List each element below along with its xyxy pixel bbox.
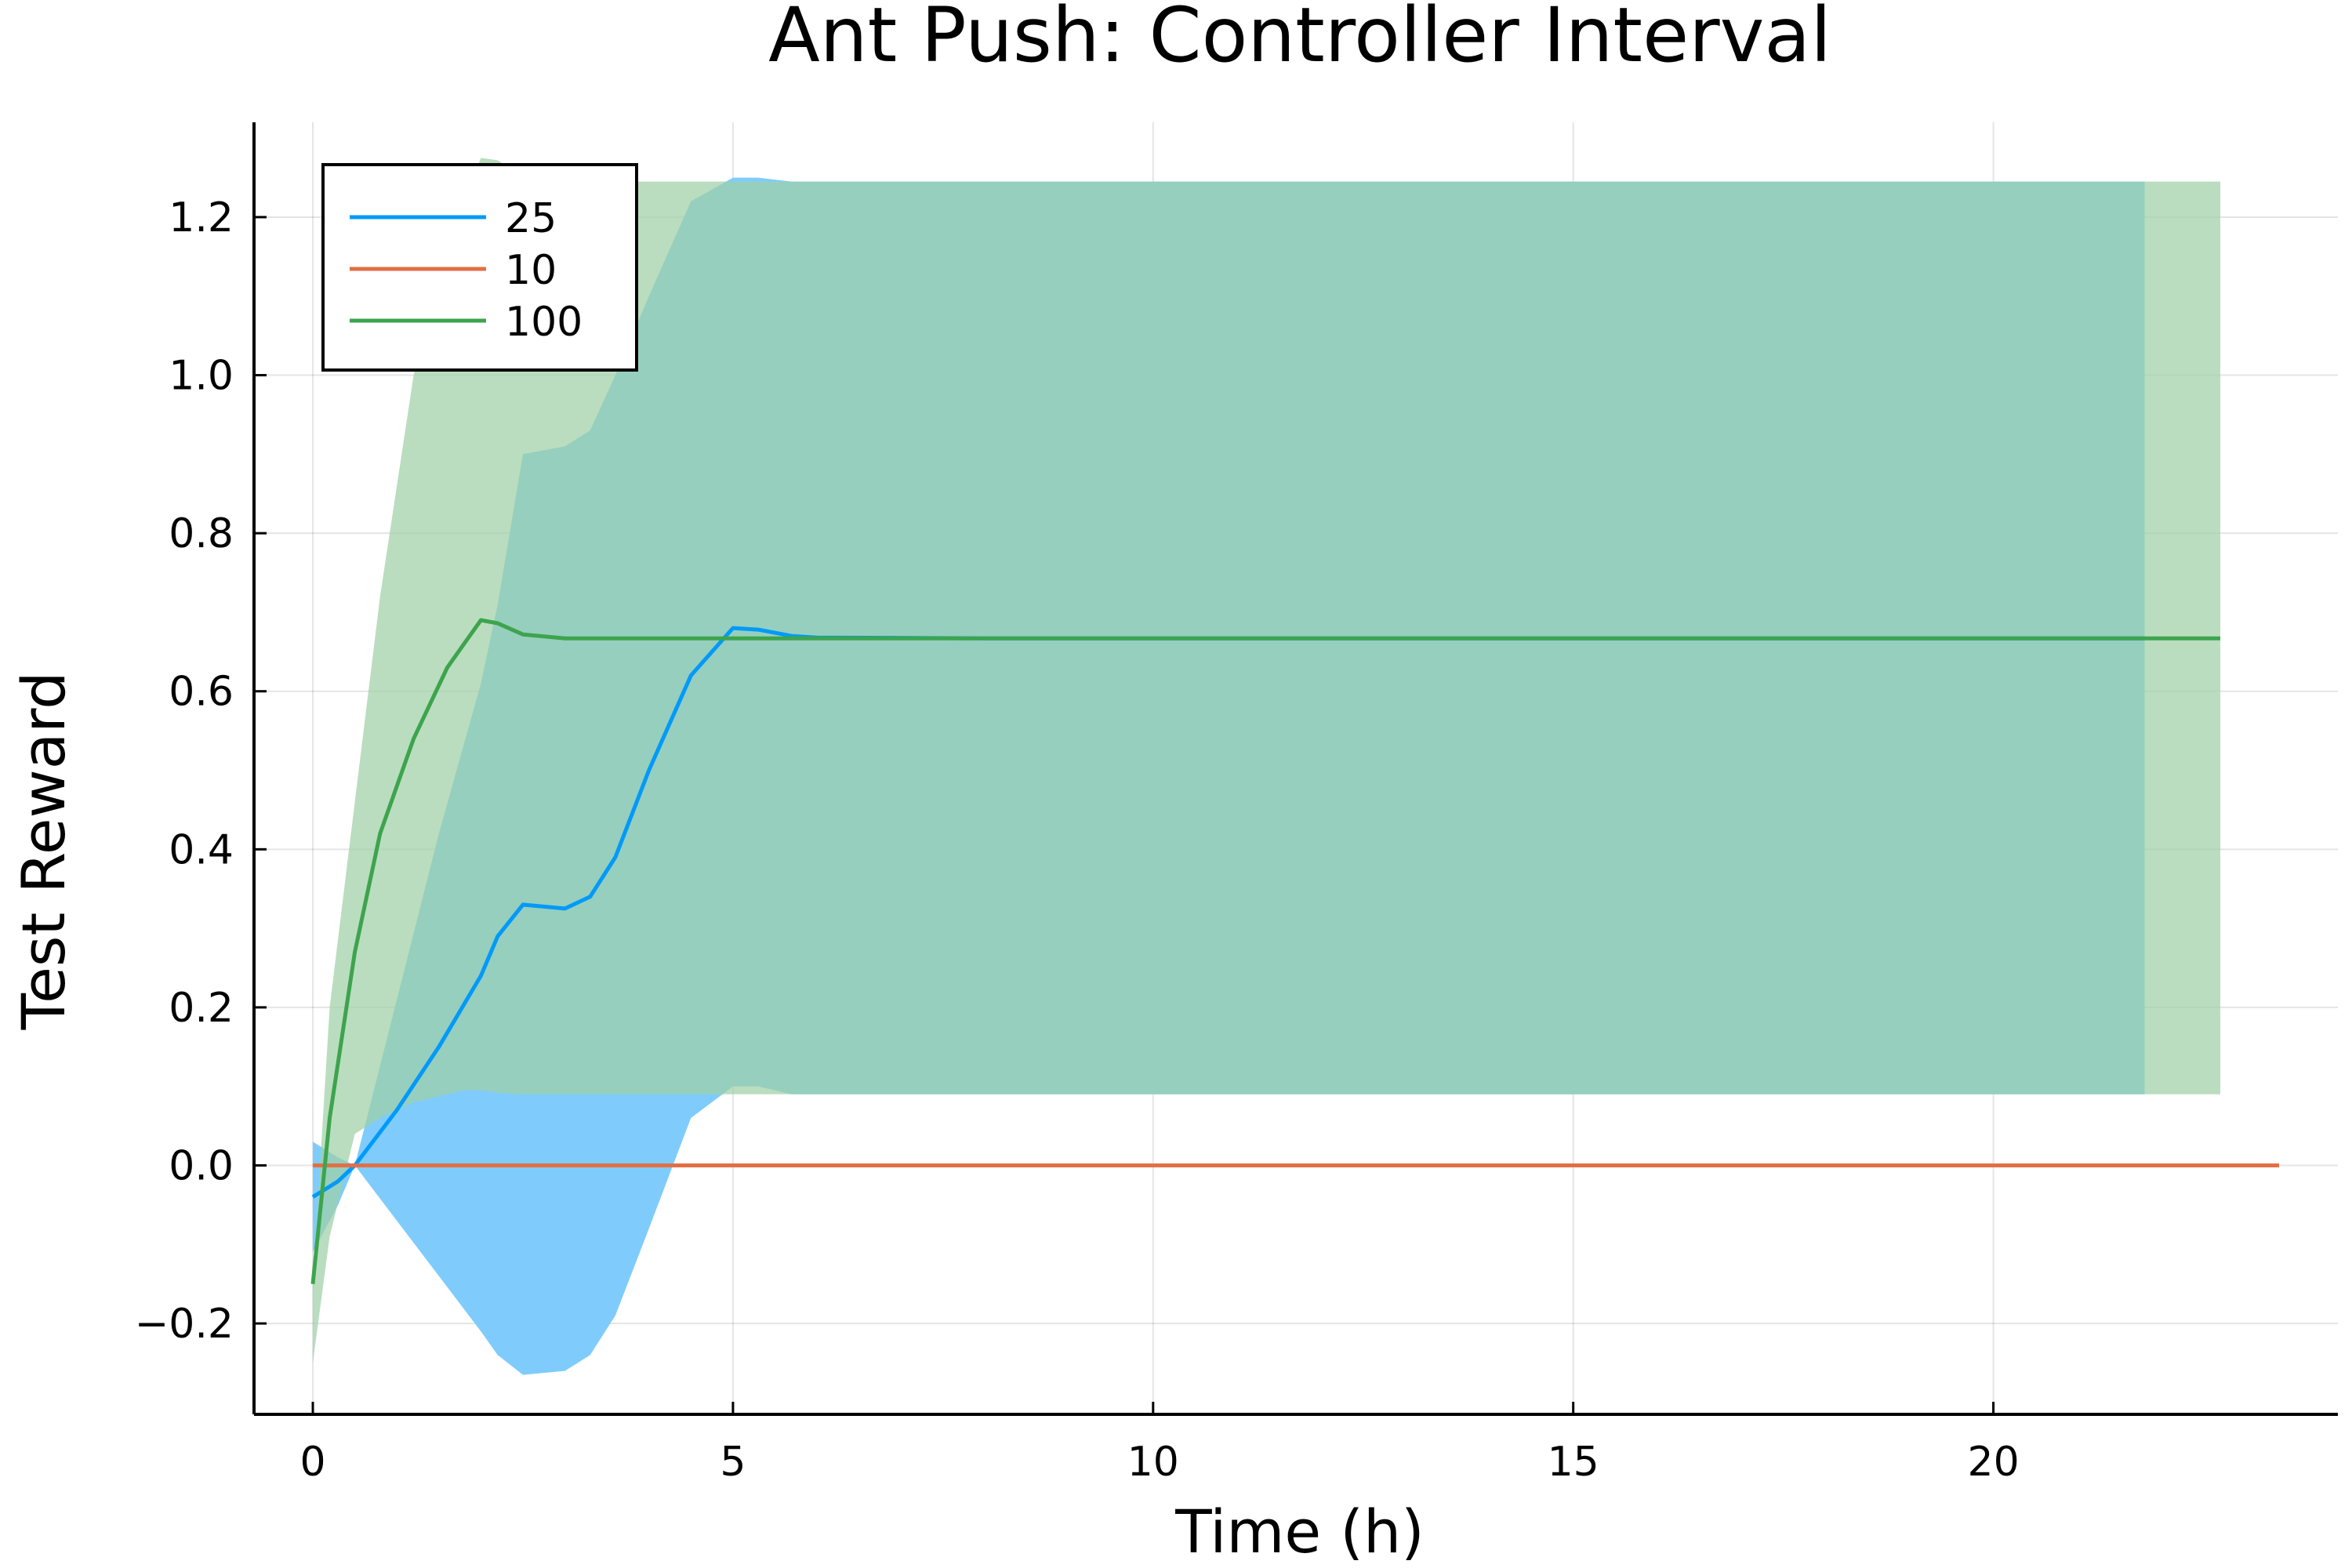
line-series-100 (310, 618, 2220, 1284)
chart-title: Ant Push: Controller Interval (768, 0, 1831, 79)
x-tick-label-4: 20 (1967, 1439, 2019, 1486)
y-tick-label-0: −0.2 (135, 1301, 234, 1348)
x-tick-label-3: 15 (1548, 1439, 1599, 1486)
y-tick-label-4: 0.6 (169, 669, 234, 716)
y-tick-label-7: 1.2 (169, 194, 234, 241)
band-series-100 (313, 158, 2220, 1363)
y-axis-label: Test Reward (9, 672, 78, 1031)
y-tick-label-1: 0.0 (169, 1142, 234, 1189)
x-tick-label-1: 5 (720, 1439, 746, 1486)
confidence-bands (313, 158, 2220, 1375)
x-tick-labels: 0 5 10 15 20 (299, 1439, 2019, 1486)
legend-label-100: 100 (505, 299, 583, 346)
y-tick-label-5: 0.8 (169, 510, 234, 557)
y-tick-label-3: 0.4 (169, 826, 234, 873)
y-tick-label-6: 1.0 (169, 353, 234, 400)
axes (252, 122, 2338, 1416)
x-axis-label: Time (h) (1174, 1497, 1425, 1566)
legend-label-25: 25 (505, 195, 557, 242)
x-tick-label-0: 0 (299, 1439, 325, 1486)
legend-label-10: 10 (505, 247, 557, 294)
y-tick-labels: −0.2 0.0 0.2 0.4 0.6 0.8 1.0 1.2 (135, 194, 234, 1348)
y-tick-label-2: 0.2 (169, 985, 234, 1032)
legend: 25 10 100 (321, 163, 638, 372)
series-lines (310, 618, 2279, 1284)
x-tick-label-2: 10 (1127, 1439, 1179, 1486)
